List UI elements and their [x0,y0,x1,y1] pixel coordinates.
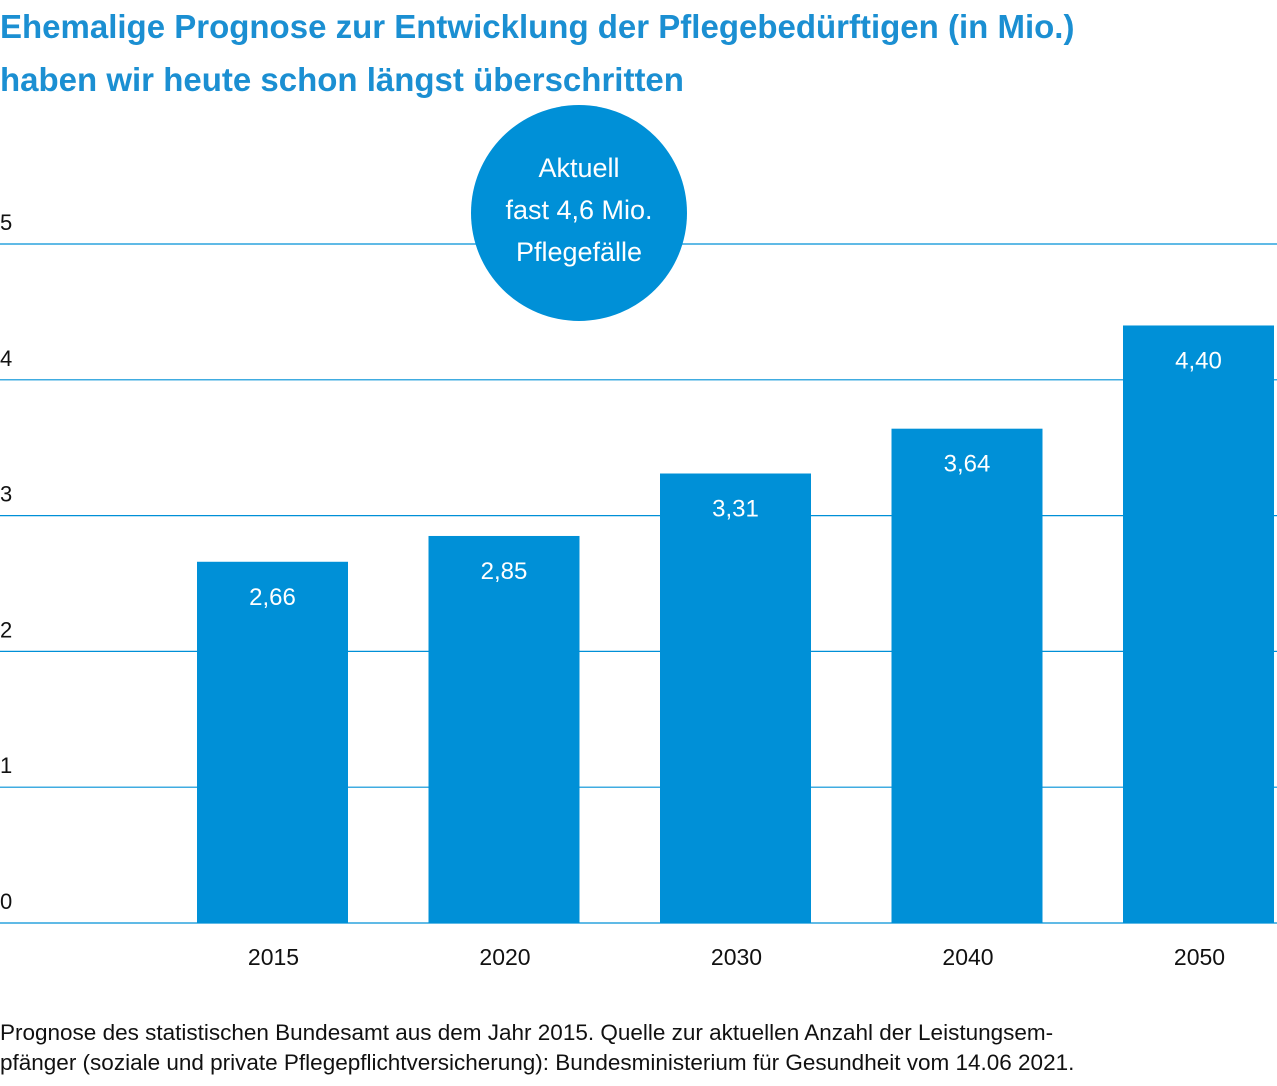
title-line-2: haben wir heute schon längst überschritt… [0,61,684,98]
title-line-1: Ehemalige Prognose zur Entwicklung der P… [0,8,1075,45]
source-note: Prognose des statistischen Bundesamt aus… [0,1018,1074,1078]
x-tick-label: 2030 [711,944,762,970]
annotation-text: Pflegefälle [516,237,642,267]
bar-value-label: 2,85 [481,558,528,585]
y-tick-label: 1 [0,753,12,778]
annotation-circle [471,105,687,321]
annotation-text: fast 4,6 Mio. [505,195,652,225]
y-tick-label: 2 [0,617,12,642]
y-tick-label: 0 [0,889,12,914]
y-tick-label: 5 [0,210,12,235]
bar-value-label: 3,64 [944,451,991,478]
x-tick-label: 2040 [942,944,993,970]
footer-line-1: Prognose des statistischen Bundesamt aus… [0,1020,1054,1045]
y-tick-label: 3 [0,482,12,507]
bar-value-label: 3,31 [712,496,759,523]
y-tick-label: 4 [0,346,12,371]
annotation-text: Aktuell [538,153,619,183]
x-tick-label: 2020 [479,944,530,970]
bar [197,561,348,923]
bar [660,473,811,923]
bar-value-label: 4,40 [1175,347,1222,374]
bar-value-label: 2,66 [249,584,296,611]
footer-line-2: pfänger (soziale und private Pflegepflic… [0,1050,1075,1075]
bar [891,428,1043,923]
x-tick-label: 2015 [248,944,299,970]
bar [1123,325,1274,924]
x-tick-label: 2050 [1174,944,1225,970]
chart-title: Ehemalige Prognose zur Entwicklung der P… [0,0,1074,106]
bar [428,535,580,923]
